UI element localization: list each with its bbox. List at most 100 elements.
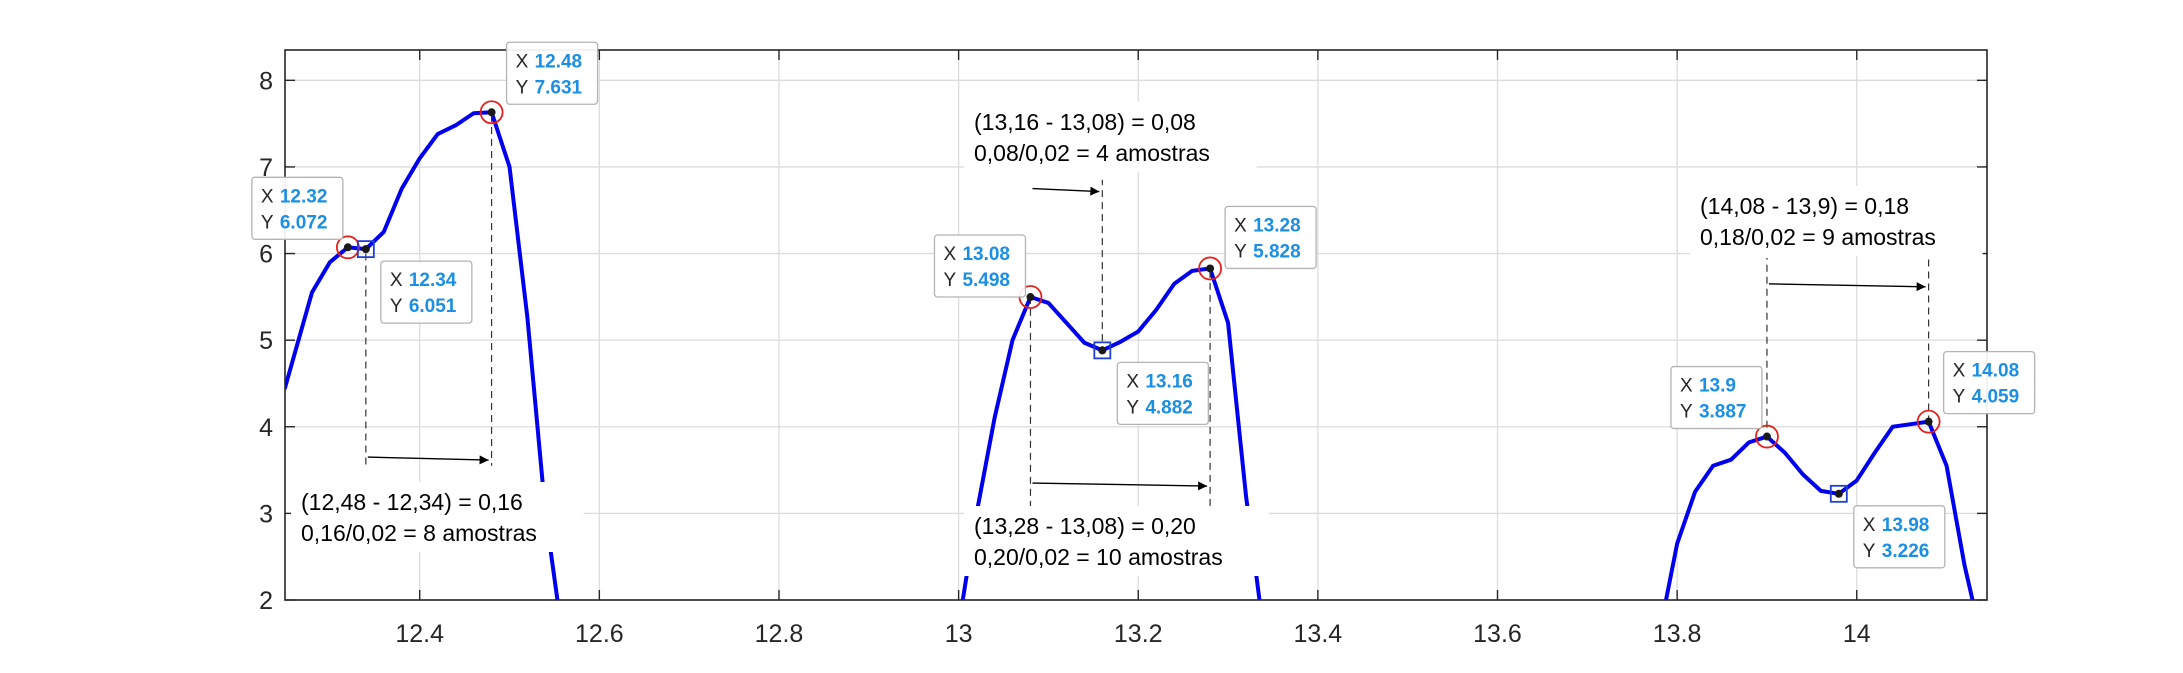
x-tick-label: 14 [1843, 620, 1871, 648]
datatip-x-value: 12.48 [535, 51, 583, 72]
y-tick-label: 3 [259, 500, 273, 528]
datatip-x-prefix: X [261, 186, 274, 207]
datatip-point [1098, 346, 1107, 355]
annotation-line: 0,16/0,02 = 8 amostras [301, 520, 537, 546]
datatip-x-value: 13.08 [962, 244, 1010, 265]
datatip[interactable]: X 12.32 Y 6.072 [251, 176, 344, 240]
datatip-box [1853, 505, 1946, 569]
y-tick-label: 8 [259, 67, 273, 95]
datatip-y-value: 4.059 [1972, 387, 2020, 408]
y-tick-label: 5 [259, 327, 273, 355]
annotation-background [964, 102, 1257, 172]
datatip-box [505, 41, 599, 105]
datatip-y-prefix: Y [261, 212, 274, 233]
datatip-x-value: 13.28 [1253, 215, 1301, 236]
x-tick-label: 13.2 [1114, 620, 1163, 648]
y-tick-label: 7 [259, 154, 273, 182]
annotation-line: 0,18/0,02 = 9 amostras [1700, 224, 1936, 250]
datatip[interactable]: X 14.08 Y 4.059 [1942, 351, 2036, 415]
annotation-background [291, 482, 584, 552]
interval-arrow [367, 455, 489, 465]
datatip-y-value: 3.887 [1699, 402, 1747, 423]
datatip[interactable]: X 12.48 Y 7.631 [505, 41, 599, 105]
datatip-point [1026, 293, 1035, 302]
datatip-box [1224, 205, 1317, 270]
datatip-x-prefix: X [1953, 361, 1966, 382]
datatip-x-prefix: X [943, 244, 956, 265]
annotation-line: (14,08 - 13,9) = 0,18 [1700, 193, 1909, 219]
datatip-x-value: 14.08 [1972, 361, 2020, 382]
datatip-y-value: 5.828 [1253, 241, 1301, 262]
datatip-x-prefix: X [1680, 376, 1693, 397]
datatip[interactable]: X 13.28 Y 5.828 [1224, 205, 1317, 270]
datatip-x-value: 12.34 [409, 270, 457, 291]
datatip-y-value: 4.882 [1145, 397, 1193, 418]
annotation-line: (12,48 - 12,34) = 0,16 [301, 489, 523, 515]
datatip-x-value: 12.32 [280, 186, 328, 207]
datatip-y-prefix: Y [1234, 241, 1247, 262]
tick-labels: 12.4 12.6 12.8 13 13.2 13.4 13.6 13.8 14 2 3 4 5 6 7 8 [259, 67, 1871, 648]
datatip-y-value: 5.498 [962, 270, 1010, 291]
datatip[interactable]: X 13.9 Y 3.887 [1670, 365, 1763, 430]
annotations: (12,48 - 12,34) = 0,16 0,16/0,02 = 8 amos… [291, 102, 1983, 576]
datatip-box [380, 260, 473, 324]
interval-arrow [1032, 481, 1208, 491]
datatip-y-value: 6.072 [280, 212, 328, 233]
datatip-y-value: 3.226 [1882, 541, 1930, 562]
datatip-x-prefix: X [390, 270, 403, 291]
peak-marker [1198, 256, 1222, 281]
plot-frame [284, 49, 1988, 601]
datatip-y-prefix: Y [1953, 387, 1966, 408]
annotation-background [964, 506, 1269, 576]
guide-lines [365, 114, 1930, 510]
peak-marker [335, 235, 360, 260]
datatip-y-prefix: Y [516, 77, 529, 98]
annotation-line: 0,20/0,02 = 10 amostras [974, 544, 1223, 570]
datatip[interactable]: X 13.98 Y 3.226 [1853, 505, 1946, 569]
datatip-point [361, 245, 370, 254]
datatip-box [1670, 365, 1763, 430]
interval-arrow [1032, 186, 1100, 196]
peak-marker [1916, 409, 1941, 434]
annotation-line: 0,08/0,02 = 4 amostras [974, 140, 1210, 166]
annotation-box: (14,08 - 13,9) = 0,18 0,18/0,02 = 9 amost… [1690, 186, 1983, 256]
x-tick-label: 12.4 [395, 620, 444, 648]
y-tick-label: 6 [259, 241, 273, 269]
x-tick-label: 13.8 [1653, 620, 1702, 648]
y-tick-label: 4 [259, 414, 273, 442]
valley-marker [1829, 484, 1848, 503]
datatip[interactable]: X 13.16 Y 4.882 [1116, 361, 1209, 426]
datatip-point [1762, 432, 1771, 441]
datatip[interactable]: X 13.08 Y 5.498 [933, 234, 1027, 298]
datatip-x-value: 13.16 [1145, 371, 1193, 392]
annotation-background [1690, 186, 1983, 256]
datatip-box [1942, 351, 2036, 415]
peak-marker [479, 100, 504, 125]
annotation-line: (13,16 - 13,08) = 0,08 [974, 109, 1196, 135]
datatips[interactable]: X 12.32 Y 6.072 X 12.48 Y 7.631 X 13.08 Y 5.498 X 13.… [251, 41, 2036, 569]
datatip-box [1116, 361, 1209, 426]
datatip-y-prefix: Y [1863, 541, 1876, 562]
annotation-box: (12,48 - 12,34) = 0,16 0,16/0,02 = 8 amos… [291, 482, 584, 552]
datatip-x-prefix: X [1863, 515, 1876, 536]
datatip[interactable]: X 12.34 Y 6.051 [380, 260, 473, 324]
peak-marker [1755, 424, 1779, 449]
datatip-x-value: 13.98 [1882, 515, 1930, 536]
datatip-point [487, 108, 496, 117]
axes-frame [284, 49, 1988, 601]
data-markers [335, 100, 1941, 503]
annotation-line: (13,28 - 13,08) = 0,20 [974, 513, 1196, 539]
valley-marker [356, 240, 375, 259]
x-tick-label: 12.6 [575, 620, 624, 648]
datatip-box [251, 176, 344, 240]
datatip-point [1834, 489, 1843, 498]
datatip-x-prefix: X [1234, 215, 1247, 236]
annotation-box: (13,16 - 13,08) = 0,08 0,08/0,02 = 4 amos… [964, 102, 1257, 172]
x-tick-label: 13.6 [1473, 620, 1522, 648]
x-tick-label: 13.4 [1294, 620, 1343, 648]
interval-arrow [1768, 282, 1926, 292]
datatip-y-value: 7.631 [535, 77, 583, 98]
x-tick-label: 13 [945, 620, 973, 648]
datatip-y-prefix: Y [390, 296, 403, 317]
